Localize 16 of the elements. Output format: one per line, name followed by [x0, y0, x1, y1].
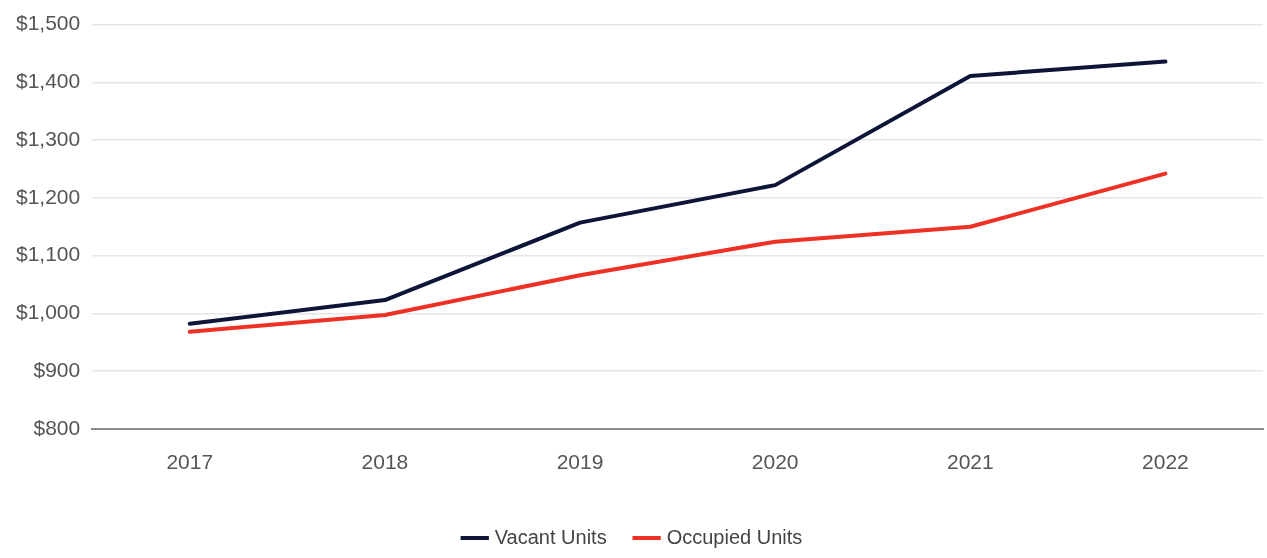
legend-label: Vacant Units: [494, 525, 607, 548]
y-tick-label: $1,500: [16, 11, 81, 35]
y-tick-label: $1,000: [16, 300, 81, 324]
x-tick-label: 2021: [946, 450, 994, 474]
y-tick-label: $1,300: [16, 126, 81, 150]
x-tick-label: 2020: [751, 450, 799, 474]
x-tick-label: 2019: [556, 450, 604, 474]
x-tick-label: 2022: [1142, 450, 1189, 474]
y-tick-label: $1,100: [16, 242, 81, 266]
legend-label: Occupied Units: [666, 525, 803, 548]
x-tick-label: 2018: [361, 450, 409, 474]
x-tick-label: 2017: [166, 450, 214, 474]
y-tick-label: $1,400: [16, 69, 81, 93]
y-tick-label: $1,200: [16, 184, 81, 208]
y-tick-label: $800: [33, 415, 81, 439]
y-tick-label: $900: [33, 357, 81, 381]
